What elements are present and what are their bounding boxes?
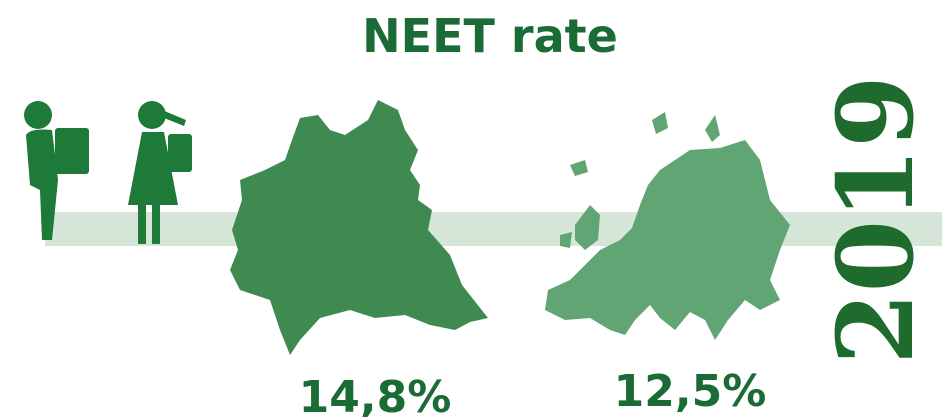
student-boy — [24, 101, 89, 240]
band — [45, 212, 942, 246]
lombardy-map — [230, 100, 488, 355]
europe-map — [545, 112, 790, 340]
region-value: 14,8% — [299, 372, 452, 417]
year: 2019 — [814, 75, 937, 364]
student-girl — [128, 101, 192, 244]
title: NEET rate — [362, 9, 618, 63]
region-value: 12,5% — [614, 366, 767, 417]
